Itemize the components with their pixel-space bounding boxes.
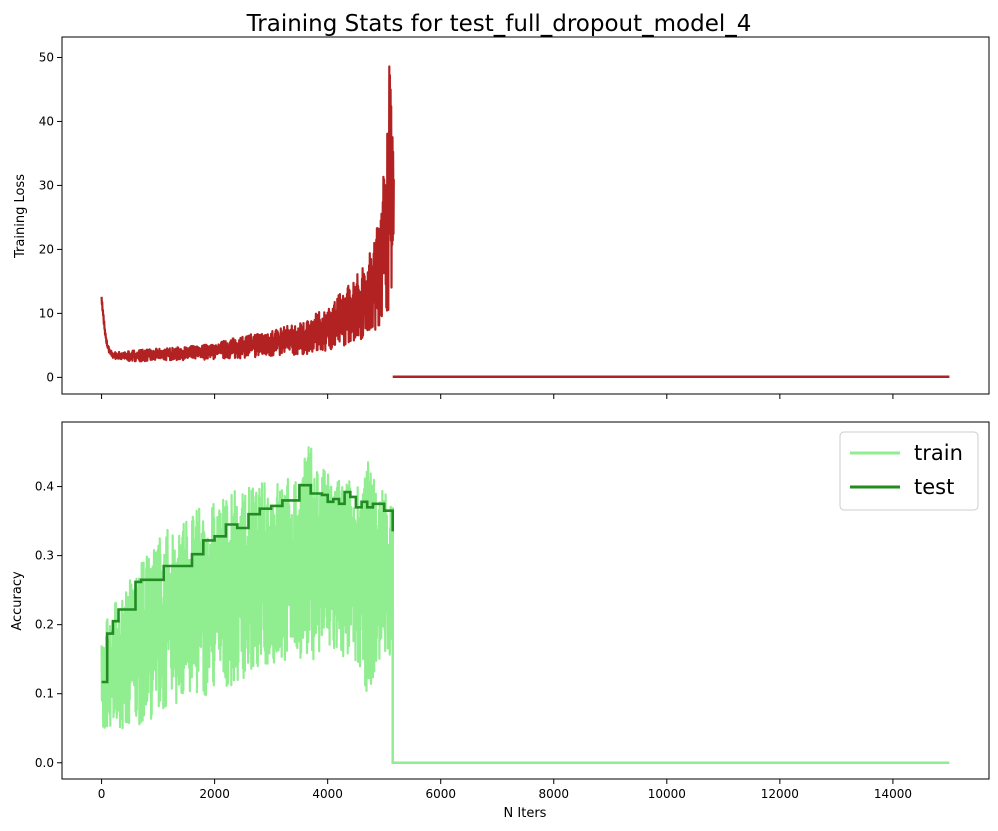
y-tick-label: 0.2 <box>35 618 54 632</box>
y-tick-label: 10 <box>39 306 54 320</box>
xlabel: N Iters <box>504 806 547 821</box>
y-tick-label: 0.3 <box>35 549 54 563</box>
y-tick-label: 0 <box>46 370 54 384</box>
x-tick-label: 12000 <box>761 787 799 801</box>
loss-ylabel: Training Loss <box>13 174 28 259</box>
y-tick-label: 30 <box>39 178 54 192</box>
y-tick-label: 50 <box>39 50 54 64</box>
test-series-line <box>101 483 394 684</box>
loss-series-line <box>100 65 395 363</box>
train-series-tail <box>391 507 950 765</box>
loss-plot-area <box>100 65 950 378</box>
accuracy-ylabel: Accuracy <box>10 571 25 631</box>
y-tick-label: 0.4 <box>35 480 54 494</box>
loss-ticks: 0 10 20 30 40 50 <box>39 50 894 399</box>
x-tick-label: 2000 <box>199 787 230 801</box>
y-tick-label: 20 <box>39 242 54 256</box>
accuracy-axes-frame <box>61 421 990 780</box>
accuracy-ticks: 0 2000 4000 6000 8000 10000 12000 14000 0.0 0.1 0.… <box>35 480 912 801</box>
y-tick-label: 40 <box>39 114 54 128</box>
x-tick-label: 14000 <box>874 787 912 801</box>
legend-test-label: test <box>914 475 954 499</box>
x-tick-label: 6000 <box>425 787 456 801</box>
accuracy-plot-area <box>100 446 950 765</box>
x-tick-label: 4000 <box>312 787 343 801</box>
y-tick-label: 0.0 <box>35 756 54 770</box>
x-tick-label: 0 <box>98 787 106 801</box>
accuracy-axes: 0 2000 4000 6000 8000 10000 12000 14000 0.0 0.1 0.… <box>10 421 990 821</box>
loss-axes-frame <box>61 36 990 395</box>
legend: train test <box>839 431 979 511</box>
legend-train-label: train <box>914 441 963 465</box>
x-tick-label: 10000 <box>648 787 686 801</box>
figure-title: Training Stats for test_full_dropout_mod… <box>246 11 752 37</box>
train-series-line <box>100 446 394 730</box>
y-tick-label: 0.1 <box>35 687 54 701</box>
loss-axes: 0 10 20 30 40 50 Training Loss <box>13 36 990 399</box>
x-tick-label: 8000 <box>538 787 569 801</box>
